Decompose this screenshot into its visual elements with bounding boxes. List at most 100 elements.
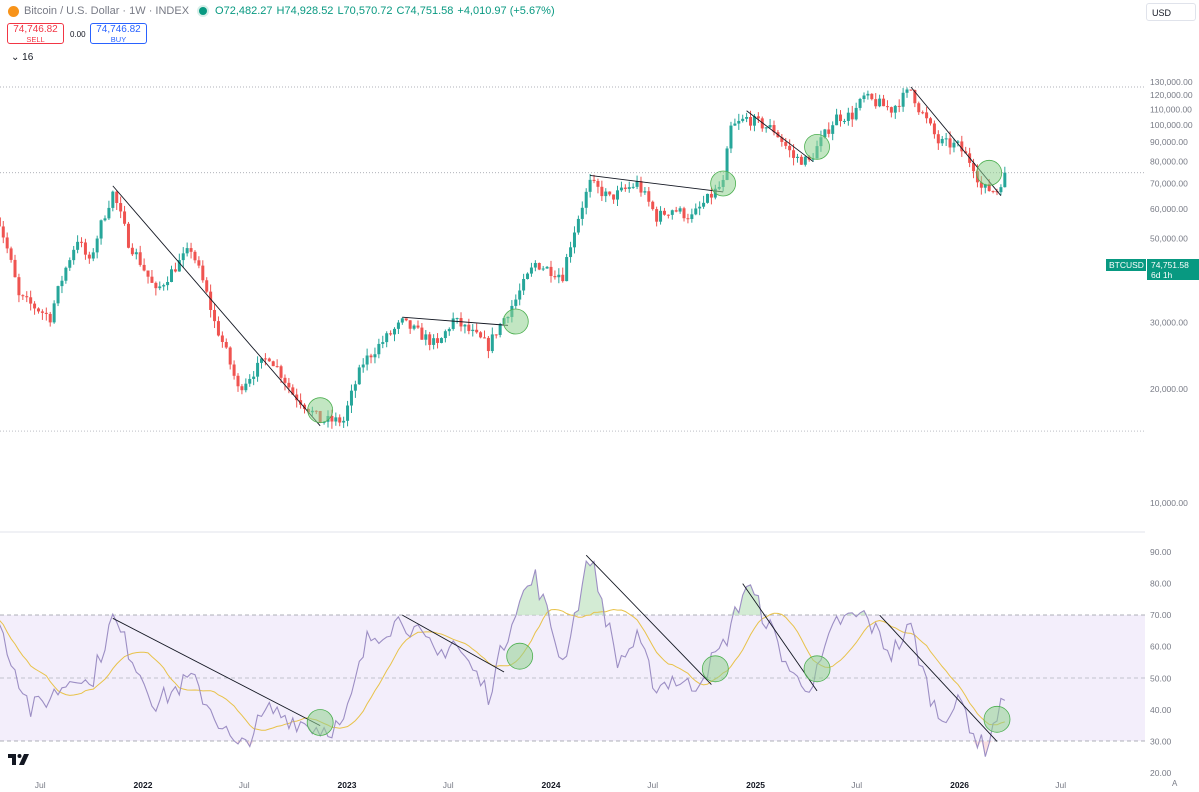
candle xyxy=(795,153,799,163)
candle xyxy=(342,416,346,428)
rsi-trendline[interactable] xyxy=(585,554,712,685)
tradingview-logo[interactable] xyxy=(8,752,30,766)
candle xyxy=(181,247,185,268)
candle xyxy=(205,277,209,294)
candle xyxy=(612,194,616,204)
candle xyxy=(126,221,130,249)
candle xyxy=(874,93,878,109)
time-axis-tick: Jul xyxy=(35,780,46,790)
price-trendline[interactable] xyxy=(112,185,321,427)
candle xyxy=(48,311,52,327)
candle xyxy=(514,294,518,309)
candle xyxy=(389,330,393,336)
candle xyxy=(197,256,201,269)
price-axis-tick: 50,000.00 xyxy=(1150,234,1188,244)
rsi-axis-tick: 70.00 xyxy=(1150,610,1172,620)
candle xyxy=(839,110,843,127)
candle xyxy=(252,371,256,386)
candle xyxy=(608,191,612,197)
candle xyxy=(29,290,33,311)
price-axis-tick: 10,000.00 xyxy=(1150,498,1188,508)
rsi-highlight-marker[interactable] xyxy=(701,655,729,683)
candle xyxy=(56,285,60,307)
candle xyxy=(99,219,103,245)
time-axis-tick: Jul xyxy=(647,780,658,790)
candle xyxy=(537,262,541,271)
price-tag-countdown: 6d 1h xyxy=(1151,270,1173,280)
candle xyxy=(561,267,565,283)
candle xyxy=(991,190,995,194)
candle xyxy=(792,144,796,166)
candle xyxy=(866,90,870,100)
candle xyxy=(733,118,737,126)
candle xyxy=(662,207,666,216)
price-highlight-marker[interactable] xyxy=(307,397,334,424)
price-trendline[interactable] xyxy=(746,110,814,162)
rsi-ma-line xyxy=(0,608,1005,731)
candle xyxy=(361,358,365,373)
buy-button[interactable]: 74,746.82 BUY xyxy=(90,23,147,44)
price-highlight-marker[interactable] xyxy=(502,308,529,335)
ohlc-open: O72,482.27 xyxy=(215,5,273,17)
candle xyxy=(897,99,901,113)
candle xyxy=(365,348,369,371)
candle xyxy=(702,195,706,209)
trendlines-layer xyxy=(112,86,1002,742)
candle xyxy=(463,323,467,334)
rsi-highlight-marker[interactable] xyxy=(506,642,534,670)
candle xyxy=(553,270,557,280)
candle xyxy=(565,253,569,282)
rsi-highlight-marker[interactable] xyxy=(803,655,831,683)
candle xyxy=(396,320,400,334)
price-highlight-marker[interactable] xyxy=(710,170,737,197)
rsi-highlight-marker[interactable] xyxy=(306,709,334,736)
price-axis-tick: 20,000.00 xyxy=(1150,384,1188,394)
candle xyxy=(788,139,792,158)
price-highlight-marker[interactable] xyxy=(976,159,1003,186)
candle xyxy=(216,316,220,337)
rsi-axis-tick: 60.00 xyxy=(1150,642,1172,652)
price-axis-tick: 80,000.00 xyxy=(1150,157,1188,167)
rsi-trendline[interactable] xyxy=(879,614,998,742)
candle xyxy=(557,268,561,284)
auto-scale-button[interactable]: A xyxy=(1172,779,1178,788)
candle xyxy=(17,273,21,303)
candle xyxy=(682,206,686,222)
symbol-title[interactable]: Bitcoin / U.S. Dollar · 1W · INDEX xyxy=(24,5,190,17)
candle xyxy=(850,105,854,127)
candle xyxy=(917,101,921,115)
candle xyxy=(631,183,635,189)
sell-button[interactable]: 74,746.82 SELL xyxy=(7,23,64,44)
candle xyxy=(173,262,177,273)
candle xyxy=(705,193,709,204)
candle xyxy=(455,317,459,324)
indicators-toggle[interactable]: ⌄ 16 xyxy=(7,51,37,65)
currency-selector[interactable]: USD xyxy=(1146,3,1196,21)
rsi-trendline[interactable] xyxy=(402,614,505,673)
price-axis-tick: 60,000.00 xyxy=(1150,204,1188,214)
candle xyxy=(154,281,158,296)
price-trendline[interactable] xyxy=(590,175,724,193)
sell-label: SELL xyxy=(26,35,45,44)
price-tag-symbol: BTCUSD xyxy=(1106,259,1146,271)
candle xyxy=(95,235,99,259)
price-trendline[interactable] xyxy=(402,316,508,326)
candle xyxy=(737,113,741,130)
candle xyxy=(123,205,127,226)
rsi-layer xyxy=(0,559,1006,757)
price-highlight-marker[interactable] xyxy=(804,133,830,160)
market-status-icon[interactable] xyxy=(199,7,208,15)
candle xyxy=(146,270,150,284)
rsi-axis-tick: 80.00 xyxy=(1150,579,1172,589)
candle xyxy=(772,120,776,136)
rsi-trendline[interactable] xyxy=(112,617,321,727)
rsi-highlight-marker[interactable] xyxy=(983,705,1011,733)
candle xyxy=(619,181,623,192)
candle xyxy=(275,359,279,368)
candle xyxy=(224,338,228,349)
highlight-markers-layer xyxy=(306,133,1011,736)
candle xyxy=(381,335,385,349)
candle xyxy=(40,309,44,320)
candle xyxy=(338,414,342,427)
